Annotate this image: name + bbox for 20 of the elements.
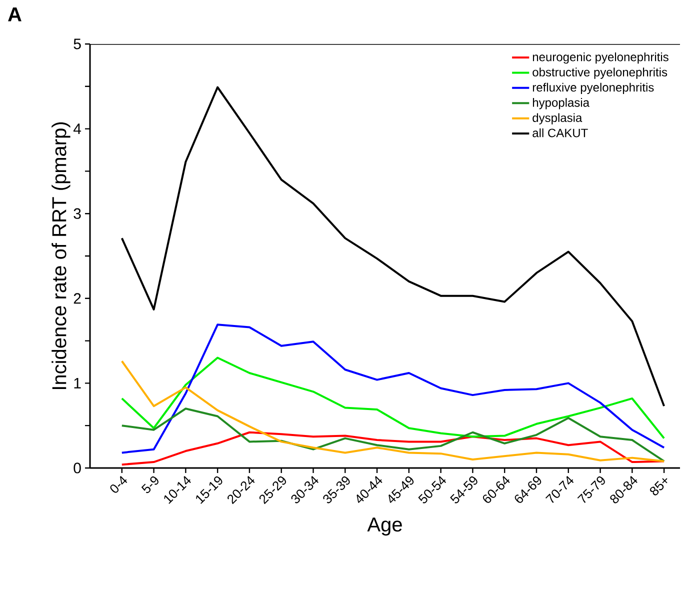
y-tick-label: 5 — [74, 38, 81, 50]
legend-label: neurogenic pyelonephritis — [532, 52, 668, 64]
legend-label: refluxive pyelonephritis — [532, 82, 654, 94]
line-series — [120, 324, 666, 454]
x-tick-label: 5-9 — [141, 476, 158, 494]
legend-label: hypoplasia — [532, 98, 590, 110]
text: A — [8, 8, 22, 22]
legend-label: all CAKUT — [532, 128, 588, 138]
x-tick-label: 0-4 — [110, 476, 128, 493]
x-tick-label: 85+ — [650, 478, 668, 496]
y-axis-title: Incidence rate of RRT (pmarp) — [52, 122, 70, 390]
y-tick-label: 1 — [74, 378, 81, 388]
line-series — [120, 408, 666, 462]
y-tick-label: 2 — [74, 293, 81, 304]
legend-label: obstructive pyelonephritis — [532, 68, 668, 79]
y-tick-label: 4 — [73, 124, 82, 134]
legend-label: dysplasia — [532, 113, 582, 124]
y-tick-label: 3 — [74, 208, 81, 219]
y-tick-label: 0 — [74, 462, 81, 474]
x-axis-title: Age — [367, 518, 402, 536]
